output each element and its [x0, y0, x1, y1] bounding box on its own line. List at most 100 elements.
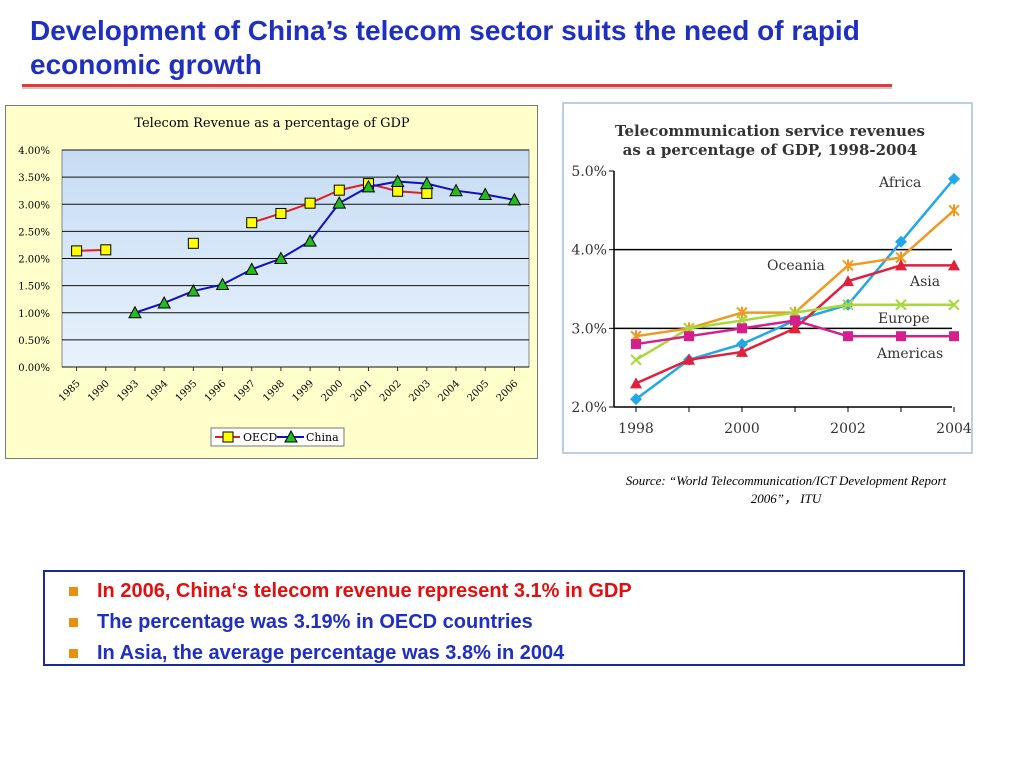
- x-tick-label: 1985: [57, 378, 83, 404]
- series-line-china: [368, 180, 398, 188]
- x-tick-label: 2002: [378, 378, 404, 404]
- oecd-point: [71, 245, 83, 257]
- data-point-asia: [842, 275, 854, 287]
- series-line-china: [251, 257, 282, 271]
- series-label-asia: Asia: [909, 274, 940, 290]
- series-label-africa: Africa: [878, 175, 921, 191]
- oecd-china-chart-panel: Telecom Revenue as a percentage of GDP 0.…: [5, 105, 538, 459]
- y-tick-label: 0.50%: [18, 336, 50, 347]
- bullet-marker-icon: [69, 618, 78, 627]
- x-tick-label: 1998: [618, 421, 654, 437]
- y-tick-label: 0.00%: [18, 363, 50, 374]
- bullet-item: In 2006, China‘s telecom revenue represe…: [67, 576, 963, 607]
- data-point-americas: [843, 331, 853, 342]
- bullet-list: In 2006, China‘s telecom revenue represe…: [45, 572, 963, 669]
- data-point-africa: [895, 235, 907, 248]
- oecd-point: [100, 244, 112, 256]
- bullet-item: The percentage was 3.19% in OECD countri…: [67, 607, 963, 638]
- china-point: [478, 187, 493, 200]
- data-point-americas: [631, 339, 641, 350]
- data-point-europe: [842, 299, 854, 311]
- y-tick-label: 2.0%: [571, 400, 607, 416]
- y-tick-label: 1.00%: [18, 309, 50, 320]
- oecd-point: [187, 237, 199, 249]
- key-findings-box: In 2006, China‘s telecom revenue represe…: [43, 570, 965, 666]
- bullet-text: In Asia, the average percentage was 3.8%…: [97, 642, 565, 664]
- y-tick-label: 5.0%: [571, 164, 607, 180]
- series-americas: [631, 315, 959, 350]
- data-point-asia: [948, 259, 960, 271]
- chart-title-line-1: Telecommunication service revenues: [615, 122, 925, 140]
- x-tick-label: 1996: [203, 378, 229, 404]
- data-point-africa: [630, 393, 642, 406]
- source-line-2: 2006”， ITU: [750, 491, 822, 506]
- china-point: [244, 262, 259, 275]
- x-tick-label: 1990: [86, 378, 112, 404]
- x-tick-label: 1998: [261, 378, 287, 404]
- data-point-africa: [948, 172, 960, 185]
- data-point-asia: [895, 259, 907, 271]
- y-tick-label: 3.00%: [18, 200, 50, 211]
- bullet-marker-icon: [69, 649, 78, 658]
- oecd-point: [421, 187, 433, 199]
- chart-title: Telecom Revenue as a percentage of GDP: [134, 116, 410, 131]
- x-tick-label: 2001: [349, 378, 375, 404]
- source-citation: Source: “World Telecommunication/ICT Dev…: [568, 472, 1004, 508]
- oecd-china-chart: Telecom Revenue as a percentage of GDP 0.…: [18, 116, 530, 447]
- chart-title-line-2: as a percentage of GDP, 1998-2004: [623, 141, 918, 159]
- data-point-americas: [737, 323, 747, 334]
- slide-title: Development of China’s telecom sector su…: [30, 15, 860, 80]
- x-tick-label: 2002: [830, 421, 866, 437]
- china-point: [420, 176, 434, 190]
- series-line-china: [309, 202, 341, 242]
- x-tick-label: 2003: [407, 378, 433, 404]
- bullet-text: The percentage was 3.19% in OECD countri…: [97, 611, 533, 633]
- legend-label-oecd: OECD: [243, 431, 277, 444]
- oecd-point: [304, 197, 316, 209]
- series-label-oceania: Oceania: [767, 258, 825, 274]
- oecd-point: [392, 185, 404, 197]
- bullet-text: In 2006, China‘s telecom revenue represe…: [97, 580, 632, 602]
- china-point: [186, 284, 201, 297]
- series-line-china: [397, 180, 427, 185]
- series-line-china: [134, 302, 165, 314]
- x-tick-label: 2004: [436, 378, 462, 404]
- data-point-europe: [948, 299, 960, 311]
- y-tick-label: 4.0%: [571, 243, 607, 259]
- series-line-china: [426, 182, 457, 192]
- bullet-item: In Asia, the average percentage was 3.8%…: [67, 638, 963, 669]
- data-point-asia: [683, 353, 695, 365]
- data-point-americas: [790, 315, 800, 326]
- y-tick-label: 3.50%: [18, 173, 50, 184]
- oecd-point: [246, 217, 258, 229]
- x-tick-label: 2000: [724, 421, 760, 437]
- china-point: [215, 277, 230, 291]
- data-point-americas: [949, 331, 959, 342]
- series-line-china: [193, 283, 223, 293]
- series-asia: [630, 259, 960, 389]
- oecd-point: [333, 184, 345, 196]
- china-point: [128, 305, 142, 319]
- x-tick-label: 1995: [174, 378, 200, 404]
- legend-china-marker: [284, 429, 298, 443]
- x-tick-label: 1993: [115, 378, 141, 404]
- y-tick-label: 4.00%: [18, 146, 50, 157]
- data-point-americas: [896, 331, 906, 342]
- source-line-1: Source: “World Telecommunication/ICT Dev…: [625, 473, 947, 488]
- legend-oecd-marker: [222, 431, 234, 443]
- series-line-africa: [635, 178, 955, 401]
- china-point: [303, 234, 317, 247]
- oecd-point: [275, 207, 287, 219]
- data-point-europe: [895, 299, 907, 311]
- data-point-asia: [789, 322, 801, 334]
- x-tick-label: 2004: [936, 421, 971, 437]
- series-label-europe: Europe: [878, 311, 930, 327]
- china-point: [274, 251, 288, 264]
- y-tick-label: 2.50%: [18, 227, 50, 238]
- x-tick-label: 1994: [145, 378, 171, 404]
- data-point-americas: [684, 331, 694, 342]
- china-point: [390, 174, 405, 187]
- x-tick-label: 2005: [466, 378, 492, 404]
- chart-legend: OECD China: [210, 427, 345, 447]
